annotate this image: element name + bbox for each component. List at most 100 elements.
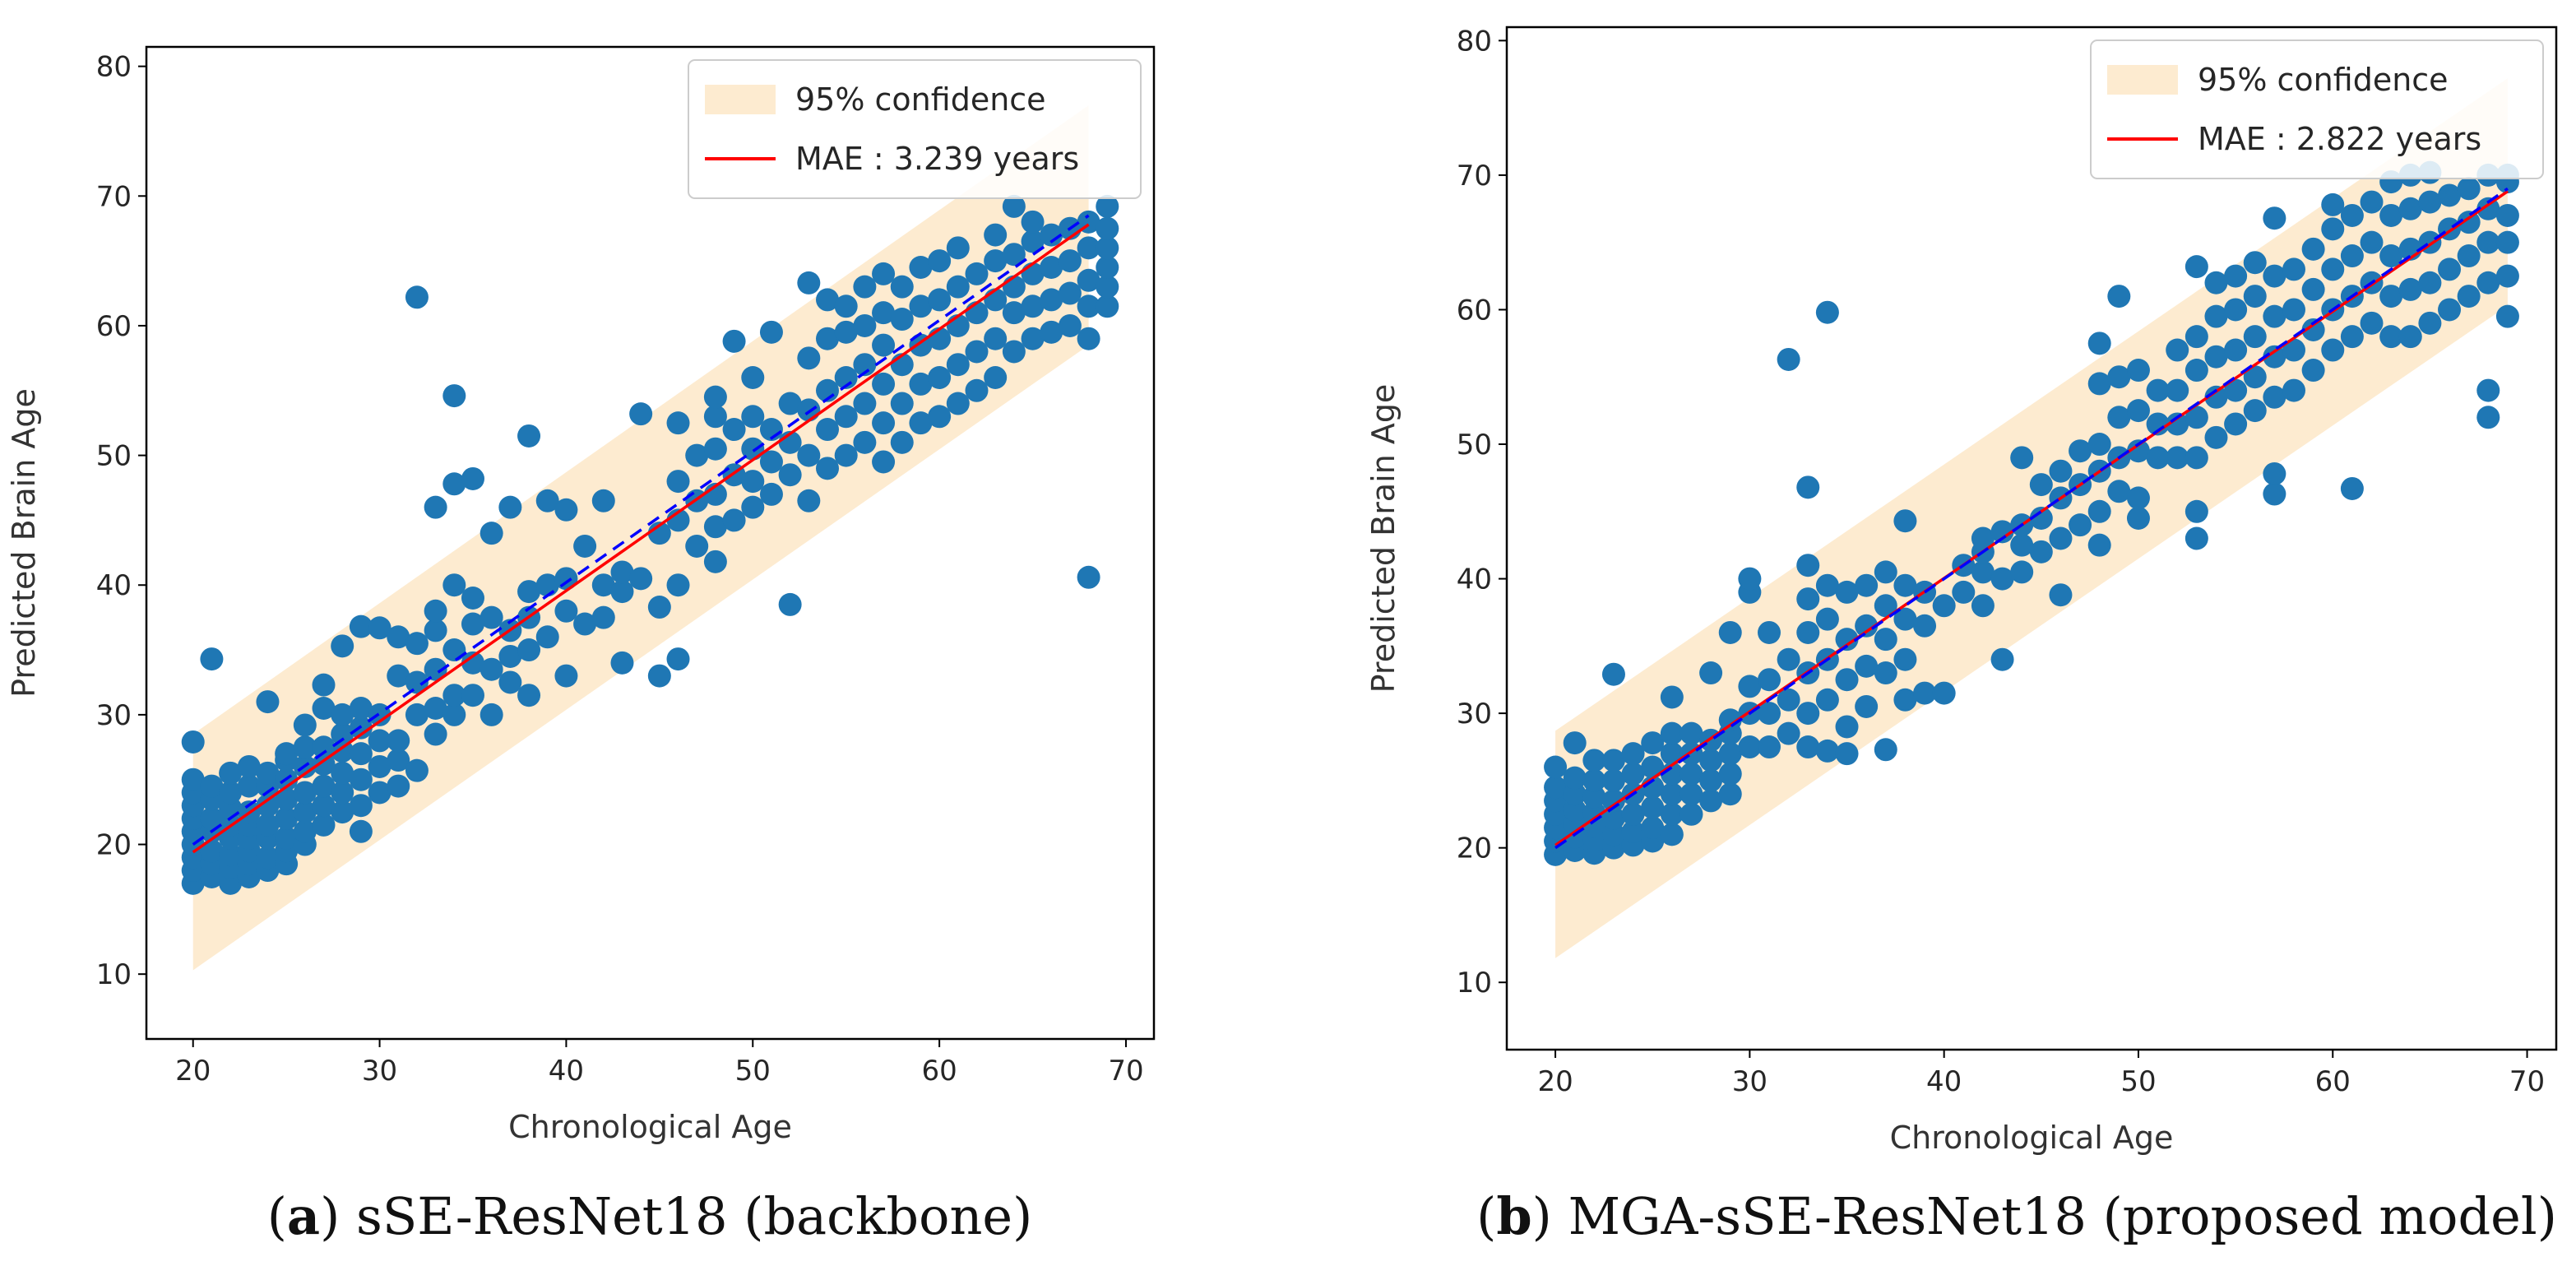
data-point (2166, 338, 2189, 362)
data-point (703, 515, 727, 539)
data-point (1563, 782, 1587, 806)
data-point (442, 573, 466, 597)
data-point (853, 313, 877, 337)
data-point (1815, 688, 1839, 712)
data-point (293, 800, 317, 824)
data-point (181, 767, 205, 791)
data-point (349, 819, 373, 843)
data-point (1913, 681, 1937, 705)
data-point (2457, 244, 2481, 268)
data-point (2185, 255, 2208, 279)
data-point (741, 405, 765, 429)
data-point (387, 749, 410, 772)
data-point (1855, 614, 1879, 638)
data-point (219, 843, 243, 867)
data-point (890, 430, 914, 454)
data-point (331, 761, 354, 785)
data-point (2321, 257, 2345, 281)
data-point (554, 664, 578, 688)
legend-label: 95% confidence (795, 81, 1046, 118)
data-point (909, 294, 933, 318)
data-point (928, 366, 952, 389)
data-point (2263, 345, 2286, 369)
data-point (984, 249, 1008, 273)
data-point (1002, 275, 1026, 299)
data-point (1021, 294, 1045, 318)
legend-swatch-band (705, 85, 776, 114)
data-point (2029, 473, 2053, 497)
data-point (1621, 762, 1645, 786)
data-point (293, 819, 317, 843)
data-point (1621, 742, 1645, 766)
x-tick-label: 20 (175, 1055, 211, 1087)
data-point (275, 742, 299, 766)
data-point (349, 794, 373, 818)
data-point (2224, 412, 2248, 436)
data-point (442, 384, 466, 408)
data-point (610, 651, 634, 675)
data-point (1893, 573, 1917, 597)
data-point (1601, 823, 1625, 846)
data-point (1855, 694, 1879, 718)
data-point (331, 781, 354, 805)
data-point (928, 405, 952, 429)
data-point (331, 634, 354, 658)
data-point (610, 560, 634, 584)
data-point (331, 703, 354, 726)
data-point (461, 612, 484, 636)
legend-label: 95% confidence (2198, 62, 2449, 98)
data-point (424, 722, 447, 746)
data-point (2457, 285, 2481, 308)
identity-line (1554, 187, 2509, 850)
data-point (2263, 264, 2286, 288)
data-point (1855, 654, 1879, 678)
data-point (703, 550, 727, 573)
data-point (1738, 567, 1762, 591)
data-point (2263, 385, 2286, 409)
x-tick-label: 40 (1926, 1065, 1962, 1098)
data-point (1971, 526, 1995, 550)
data-point (275, 826, 299, 850)
data-point (1660, 721, 1684, 745)
x-axis-label: Chronological Age (508, 1109, 792, 1145)
data-point (2146, 446, 2170, 470)
data-point (2321, 338, 2345, 362)
x-tick-label: 60 (2315, 1065, 2351, 1098)
data-point (2360, 190, 2384, 214)
y-tick-label: 40 (1457, 563, 1492, 596)
data-point (1641, 795, 1665, 819)
data-point (2340, 244, 2364, 268)
data-point (2476, 406, 2500, 429)
data-point (834, 294, 858, 318)
data-point (387, 774, 410, 798)
data-point (200, 647, 224, 671)
data-point (2495, 230, 2519, 254)
data-point (1660, 802, 1684, 826)
data-point (2321, 192, 2345, 216)
data-point (2379, 285, 2403, 308)
data-point (984, 366, 1008, 389)
data-point (1835, 668, 1859, 692)
data-point (2476, 378, 2500, 402)
data-point (293, 735, 317, 759)
data-point (1952, 580, 1976, 604)
data-point (405, 670, 429, 694)
data-point (498, 495, 522, 519)
data-point (2282, 298, 2305, 322)
data-point (2204, 425, 2228, 449)
data-point (2204, 271, 2228, 294)
data-point (312, 697, 336, 720)
data-point (480, 522, 503, 545)
data-point (405, 758, 429, 782)
data-point (2340, 325, 2364, 349)
data-point (666, 647, 690, 671)
data-point (2087, 372, 2111, 396)
data-point (1096, 294, 1119, 318)
data-point (1563, 731, 1587, 755)
data-point (1002, 194, 1026, 218)
data-point (741, 366, 765, 389)
data-point (256, 846, 280, 870)
data-point (1660, 782, 1684, 806)
data-point (2126, 359, 2150, 383)
data-point (2087, 433, 2111, 457)
